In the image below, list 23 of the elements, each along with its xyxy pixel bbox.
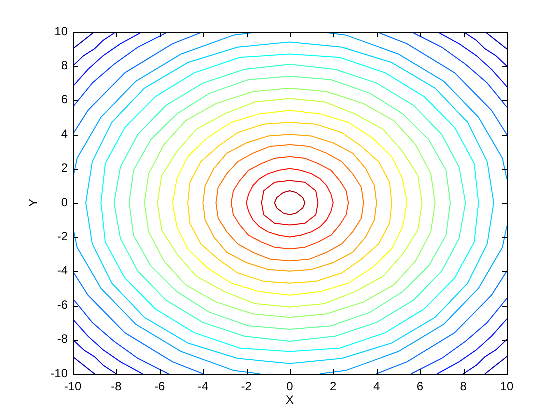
x-tick-label: 4 <box>373 380 380 394</box>
y-tick-label: 4 <box>61 126 68 141</box>
x-tick-label: 8 <box>460 380 468 394</box>
x-tick-label: -8 <box>111 380 122 394</box>
y-tick-label: 6 <box>61 92 68 107</box>
x-tick-label: 2 <box>330 380 338 394</box>
y-tick-label: -4 <box>57 264 68 278</box>
x-axis-title: X <box>286 393 294 408</box>
y-axis-title: Y <box>26 198 41 208</box>
y-tick-label: -8 <box>57 332 68 346</box>
y-tick-label: -10 <box>50 366 68 380</box>
y-tick-label: -6 <box>57 298 68 312</box>
y-tick-label: 0 <box>61 195 68 210</box>
y-tick-label: 10 <box>54 24 68 38</box>
x-tick-label: -2 <box>241 380 252 394</box>
x-tick-label: 6 <box>416 380 424 394</box>
x-tick-label: -6 <box>154 380 166 394</box>
y-tick-label: 8 <box>61 58 68 73</box>
y-tick-label: -2 <box>57 230 68 244</box>
x-tick-label: 0 <box>286 380 294 394</box>
x-tick-label: 10 <box>500 380 514 394</box>
y-tick-label: 2 <box>61 161 68 176</box>
x-tick-label: -4 <box>198 380 209 394</box>
